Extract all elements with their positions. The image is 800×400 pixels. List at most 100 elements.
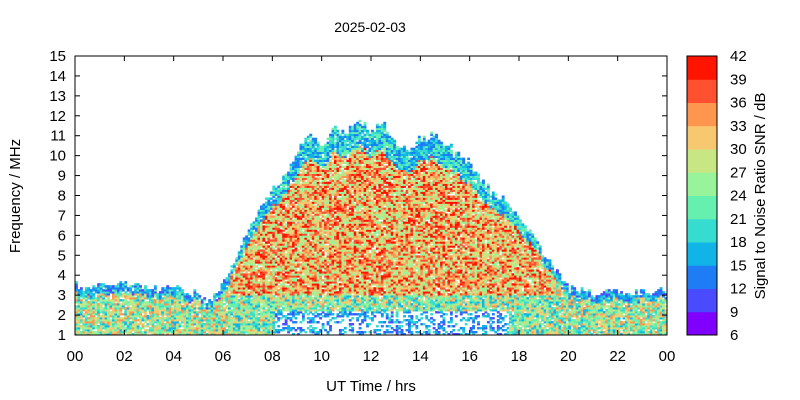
heatmap-cell bbox=[299, 207, 303, 210]
heatmap-cell bbox=[114, 321, 118, 324]
heatmap-cell bbox=[309, 269, 313, 272]
heatmap-cell bbox=[326, 165, 330, 168]
heatmap-cell bbox=[200, 301, 204, 304]
heatmap-cell bbox=[287, 259, 290, 262]
heatmap-cell bbox=[321, 327, 325, 330]
heatmap-cell bbox=[309, 165, 313, 168]
heatmap-cell bbox=[277, 217, 281, 220]
heatmap-cell bbox=[304, 251, 308, 254]
heatmap-cell bbox=[252, 331, 256, 334]
heatmap-cell bbox=[171, 309, 175, 312]
heatmap-cell bbox=[223, 311, 226, 314]
heatmap-cell bbox=[269, 191, 273, 194]
heatmap-cell bbox=[309, 257, 313, 260]
heatmap-cell bbox=[245, 287, 249, 290]
heatmap-cell bbox=[334, 137, 337, 141]
heatmap-cell bbox=[319, 211, 323, 214]
heatmap-cell bbox=[348, 173, 352, 176]
heatmap-cell bbox=[235, 273, 239, 276]
heatmap-cell bbox=[247, 249, 251, 252]
heatmap-cell bbox=[316, 151, 320, 155]
heatmap-cell bbox=[299, 263, 303, 266]
heatmap-cell bbox=[348, 207, 352, 210]
heatmap-cell bbox=[213, 311, 216, 314]
heatmap-cell bbox=[188, 311, 192, 314]
heatmap-cell bbox=[321, 189, 325, 192]
heatmap-cell bbox=[292, 229, 295, 232]
heatmap-cell bbox=[329, 279, 332, 282]
heatmap-cell bbox=[329, 329, 332, 332]
heatmap-cell bbox=[112, 301, 115, 304]
heatmap-cell bbox=[338, 233, 342, 236]
heatmap-cell bbox=[351, 133, 355, 137]
heatmap-cell bbox=[284, 281, 288, 284]
heatmap-cell bbox=[257, 309, 261, 312]
heatmap-cell bbox=[77, 331, 81, 334]
heatmap-cell bbox=[252, 263, 256, 266]
heatmap-cell bbox=[314, 249, 318, 252]
heatmap-cell bbox=[343, 277, 347, 280]
heatmap-cell bbox=[208, 303, 212, 306]
heatmap-cell bbox=[284, 293, 288, 296]
heatmap-cell bbox=[346, 171, 350, 174]
heatmap-cell bbox=[351, 137, 355, 141]
heatmap-cell bbox=[176, 315, 179, 318]
heatmap-cell bbox=[334, 175, 337, 178]
heatmap-cell bbox=[324, 295, 327, 298]
heatmap-cell bbox=[321, 253, 325, 256]
heatmap-cell bbox=[99, 305, 103, 308]
heatmap-cell bbox=[289, 163, 293, 166]
heatmap-cell bbox=[186, 333, 189, 336]
heatmap-cell bbox=[338, 167, 342, 170]
heatmap-cell bbox=[353, 275, 357, 278]
heatmap-cell bbox=[316, 263, 320, 266]
heatmap-cell bbox=[341, 221, 345, 224]
heatmap-cell bbox=[262, 299, 266, 302]
heatmap-cell bbox=[289, 263, 293, 266]
heatmap-cell bbox=[316, 203, 320, 206]
heatmap-cell bbox=[242, 257, 246, 260]
heatmap-cell bbox=[331, 209, 335, 212]
heatmap-cell bbox=[324, 313, 327, 316]
heatmap-cell bbox=[124, 313, 128, 316]
heatmap-cell bbox=[279, 205, 283, 208]
heatmap-cell bbox=[279, 183, 283, 186]
heatmap-cell bbox=[272, 193, 276, 196]
heatmap-cell bbox=[186, 323, 189, 326]
heatmap-cell bbox=[309, 273, 313, 276]
heatmap-cell bbox=[297, 201, 300, 204]
heatmap-cell bbox=[292, 259, 295, 262]
heatmap-cell bbox=[262, 235, 266, 238]
heatmap-cell bbox=[309, 209, 313, 212]
heatmap-cell bbox=[168, 321, 172, 324]
heatmap-cell bbox=[306, 179, 310, 182]
heatmap-cell bbox=[351, 275, 355, 278]
heatmap-cell bbox=[336, 207, 340, 210]
heatmap-cell bbox=[124, 321, 128, 324]
heatmap-cell bbox=[314, 271, 318, 274]
heatmap-cell bbox=[324, 329, 327, 332]
heatmap-cell bbox=[282, 281, 286, 284]
heatmap-cell bbox=[334, 131, 337, 135]
heatmap-cell bbox=[247, 229, 251, 232]
heatmap-cell bbox=[193, 303, 197, 306]
heatmap-cell bbox=[311, 307, 315, 310]
heatmap-cell bbox=[334, 261, 337, 264]
heatmap-cell bbox=[269, 287, 273, 290]
heatmap-cell bbox=[329, 213, 332, 216]
heatmap-cell bbox=[336, 273, 340, 276]
heatmap-cell bbox=[348, 189, 352, 192]
heatmap-cell bbox=[264, 279, 268, 282]
heatmap-cell bbox=[341, 155, 345, 159]
heatmap-cell bbox=[124, 285, 128, 288]
heatmap-cell bbox=[139, 289, 142, 292]
heatmap-cell bbox=[250, 327, 253, 330]
heatmap-cell bbox=[223, 333, 226, 336]
heatmap-cell bbox=[338, 225, 342, 228]
heatmap-cell bbox=[353, 279, 357, 282]
heatmap-cell bbox=[306, 193, 310, 196]
heatmap-cell bbox=[338, 183, 342, 186]
heatmap-cell bbox=[116, 297, 120, 300]
heatmap-cell bbox=[336, 181, 340, 184]
heatmap-cell bbox=[329, 209, 332, 212]
